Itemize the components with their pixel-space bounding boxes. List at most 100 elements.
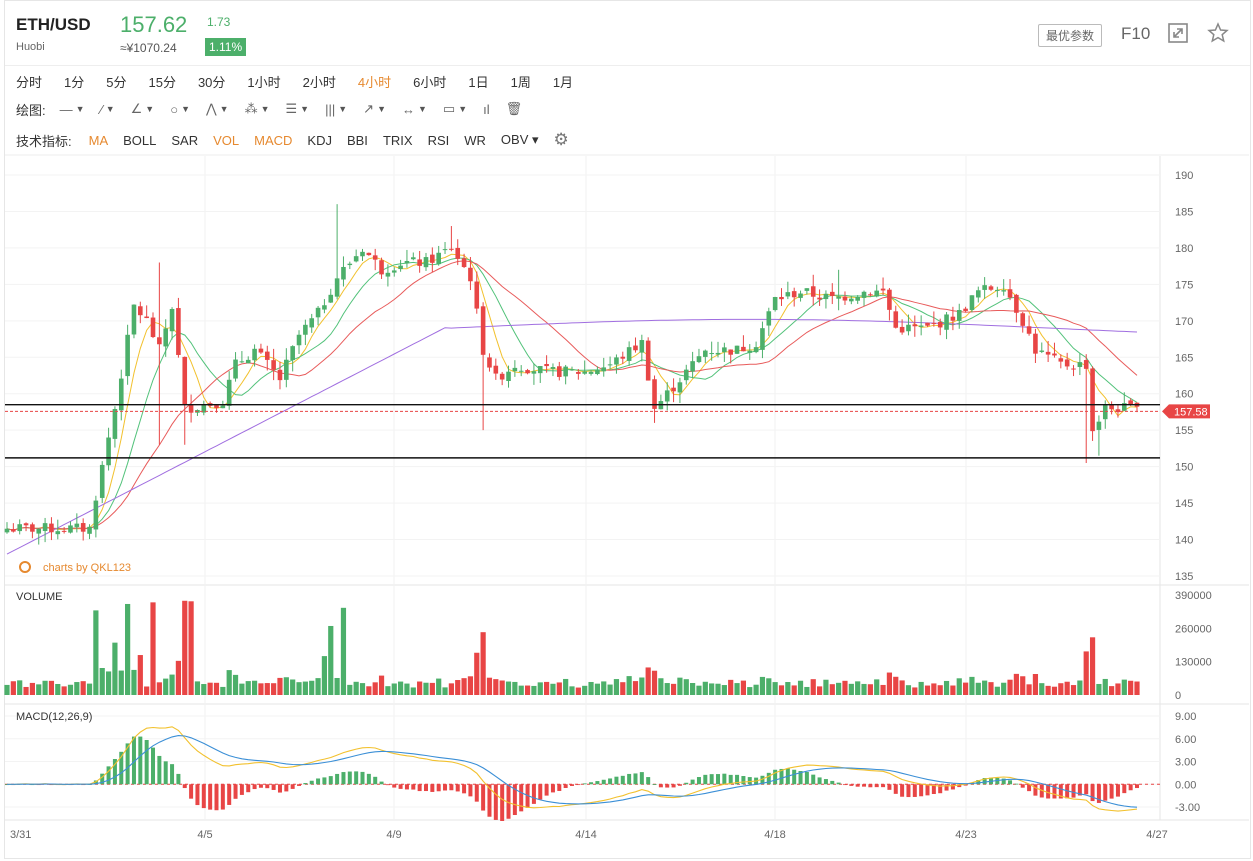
line-tool-icon[interactable]: — ▼ (59, 101, 85, 117)
timeframe-2[interactable]: 5分 (106, 74, 127, 90)
candle-body (1077, 362, 1083, 367)
timeframe-7[interactable]: 4小时 (357, 74, 392, 90)
candle-body (734, 345, 740, 354)
macd-histogram-bar (938, 784, 943, 794)
arrow-tool-icon[interactable]: ↗ ▼ (363, 101, 386, 116)
volume-bar (1121, 679, 1127, 695)
angle-tool-icon[interactable]: ∠ ▼ (130, 101, 155, 116)
candle-body (747, 350, 753, 353)
volume-bar (1064, 681, 1070, 695)
timeframe-6[interactable]: 2小时 (302, 74, 336, 90)
range-tool-icon[interactable]: ↔ ▼ (401, 101, 427, 117)
timeframe-bar: 分时 1分 5分 15分 30分 1小时 2小时 4小时 6小时 1日 1周 1月 (5, 66, 1250, 96)
macd-histogram-bar (868, 784, 873, 788)
macd-histogram-bar (696, 777, 701, 785)
indicator-kdj[interactable]: KDJ (307, 132, 332, 148)
macd-histogram-bar (576, 784, 581, 786)
volume-tick-label: 260000 (1175, 623, 1212, 635)
macd-histogram-bar (658, 784, 663, 788)
indicator-sar[interactable]: SAR (171, 132, 199, 148)
indicator-bbi[interactable]: BBI (346, 132, 368, 148)
volume-bar (378, 675, 385, 695)
timeframe-3[interactable]: 15分 (148, 74, 176, 90)
macd-histogram-bar (297, 784, 302, 786)
star-icon[interactable] (1207, 22, 1229, 44)
settings-gear-icon[interactable]: ⚙ (553, 130, 569, 149)
pattern-tool-icon[interactable]: ⁂ ▼ (244, 101, 270, 116)
candle-body (17, 524, 22, 532)
timeframe-0[interactable]: 分时 (16, 74, 43, 90)
macd-histogram-bar (119, 751, 124, 785)
volume-bar (658, 678, 664, 695)
volume-bar (651, 670, 658, 695)
indicator-vol[interactable]: VOL (213, 132, 240, 148)
brush-tool-icon[interactable]: ⁄ ▼ (100, 101, 115, 117)
volume-bar (550, 683, 556, 695)
volume-bar (264, 683, 270, 695)
volume-bar (632, 681, 639, 695)
comment-tool-icon[interactable]: ▭ ▼ (442, 101, 468, 116)
macd-histogram-bar (373, 776, 378, 785)
timeframe-9[interactable]: 1日 (468, 74, 489, 90)
candle-body (995, 289, 1000, 291)
circle-tool-icon[interactable]: ○ ▼ (170, 101, 190, 117)
timeframe-8[interactable]: 6小时 (413, 74, 447, 90)
candle-body (588, 371, 594, 374)
macd-tick-label: 0.00 (1175, 779, 1196, 791)
macd-histogram-bar (157, 755, 162, 785)
macd-histogram-bar (455, 784, 460, 792)
trash-icon[interactable]: 🗑 (505, 101, 523, 116)
indicator-trix[interactable]: TRIX (382, 132, 413, 148)
candle-body (715, 352, 721, 355)
macd-histogram-bar (620, 775, 625, 785)
candle-body (150, 317, 156, 338)
indicator-boll[interactable]: BOLL (123, 132, 157, 148)
candle-body (176, 308, 181, 355)
zigzag-tool-icon[interactable]: ⋀ ▼ (206, 101, 229, 116)
macd-histogram-bar (589, 782, 594, 785)
volume-bar (213, 682, 220, 695)
timeframe-5[interactable]: 1小时 (247, 74, 281, 90)
indicator-wr[interactable]: WR (464, 132, 486, 148)
candle-body (874, 290, 880, 297)
indicator-macd[interactable]: MACD (254, 132, 293, 148)
candle-body (887, 289, 892, 310)
macd-dif-line (6, 726, 1138, 812)
candle-body (868, 294, 873, 296)
channel-tool-icon[interactable]: ||| ▼ (325, 101, 348, 117)
volume-bar (1077, 680, 1083, 695)
candle-body (1071, 368, 1076, 370)
timeframe-1[interactable]: 1分 (64, 74, 85, 90)
fullscreen-icon[interactable] (1167, 22, 1189, 44)
indicator-obv[interactable]: OBV ▾ (500, 132, 539, 147)
macd-histogram-bar (144, 740, 149, 785)
indicator-ma[interactable]: MA (88, 132, 109, 148)
volume-bar (429, 682, 435, 695)
volume-bar (709, 683, 715, 695)
volume-bar (239, 683, 245, 695)
macd-histogram-bar (538, 784, 543, 800)
volume-bar (804, 686, 810, 695)
volume-tick-label: 390000 (1175, 590, 1212, 602)
candle-body (576, 372, 581, 374)
fib-tool-icon[interactable]: ☰ ▼ (285, 101, 310, 116)
timeframe-11[interactable]: 1月 (552, 74, 574, 90)
candle-body (817, 297, 822, 300)
macd-histogram-bar (582, 783, 587, 785)
indicator-rsi[interactable]: RSI (427, 132, 450, 148)
volume-bar (410, 687, 416, 695)
volume-bar (753, 684, 759, 695)
timeframe-10[interactable]: 1周 (510, 74, 531, 90)
bars-tool-icon[interactable]: ıl (483, 101, 490, 117)
optimal-params-button[interactable]: 最优参数 (1038, 24, 1103, 47)
macd-histogram-bar (893, 784, 898, 794)
volume-bar (61, 686, 67, 695)
volume-bar (137, 655, 143, 695)
f10-button[interactable]: F10 (1121, 24, 1151, 43)
macd-histogram-bar (500, 784, 505, 821)
candle-body (614, 357, 619, 365)
macd-histogram-bar (379, 781, 384, 785)
candle-body (449, 248, 454, 250)
timeframe-4[interactable]: 30分 (197, 74, 226, 90)
